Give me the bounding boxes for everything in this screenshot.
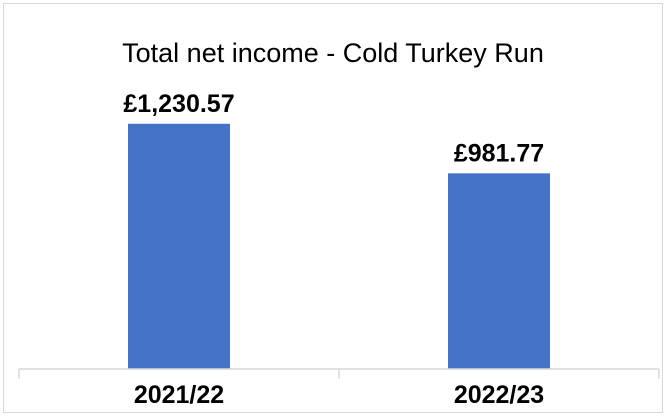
chart-title: Total net income - Cold Turkey Run xyxy=(122,38,544,68)
plot-area: £1,230.57 2021/22 £981.77 2022/23 xyxy=(18,90,660,409)
x-tick-label-2022-23: 2022/23 xyxy=(454,381,544,409)
bar-2021-22 xyxy=(128,123,230,369)
x-tick-label-2021-22: 2021/22 xyxy=(134,381,224,409)
bar-2022-23 xyxy=(448,173,550,369)
chart-frame: Total net income - Cold Turkey Run £1,23… xyxy=(3,3,663,413)
bar-chart: Total net income - Cold Turkey Run £1,23… xyxy=(18,38,660,409)
data-label-2022-23: £981.77 xyxy=(454,139,544,167)
data-label-2021-22: £1,230.57 xyxy=(123,90,234,118)
